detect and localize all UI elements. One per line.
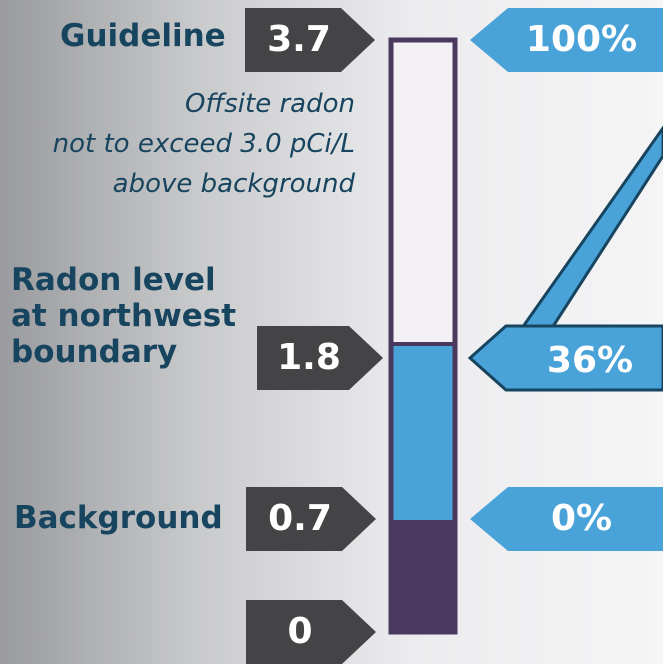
gauge-excess-segment [391,344,455,520]
diagonal-connector [519,125,663,330]
radon-level-line-1: Radon level [11,262,216,298]
gauge-background-segment [391,520,455,632]
radon-value-tag: 1.8 [257,326,383,390]
note-line-2: not to exceed 3.0 pCi/L [52,129,355,159]
guideline-note: Offsite radon not to exceed 3.0 pCi/L ab… [0,84,355,204]
radon-level-line-3: boundary [11,334,178,370]
radon-level-label: Radon level at northwest boundary [11,262,236,370]
guideline-label: Guideline [60,18,226,54]
percent-36-tag-text: 36% [547,340,633,381]
zero-value-tag: 0 [246,600,376,664]
background-label: Background [14,500,223,536]
gauge-outline [388,37,458,635]
background-value-tag: 0.7 [246,487,376,551]
radon-level-line-2: at northwest [11,298,237,334]
note-line-1: Offsite radon [185,89,355,119]
percent-36-tag-shape [467,324,663,392]
percent-0-tag: 0% [470,487,663,551]
percent-100-tag: 100% [470,8,663,72]
note-line-3: above background [112,169,355,199]
guideline-value-tag: 3.7 [245,8,375,72]
percent-36-tag: 36% [467,324,663,392]
radon-gauge [388,37,458,635]
